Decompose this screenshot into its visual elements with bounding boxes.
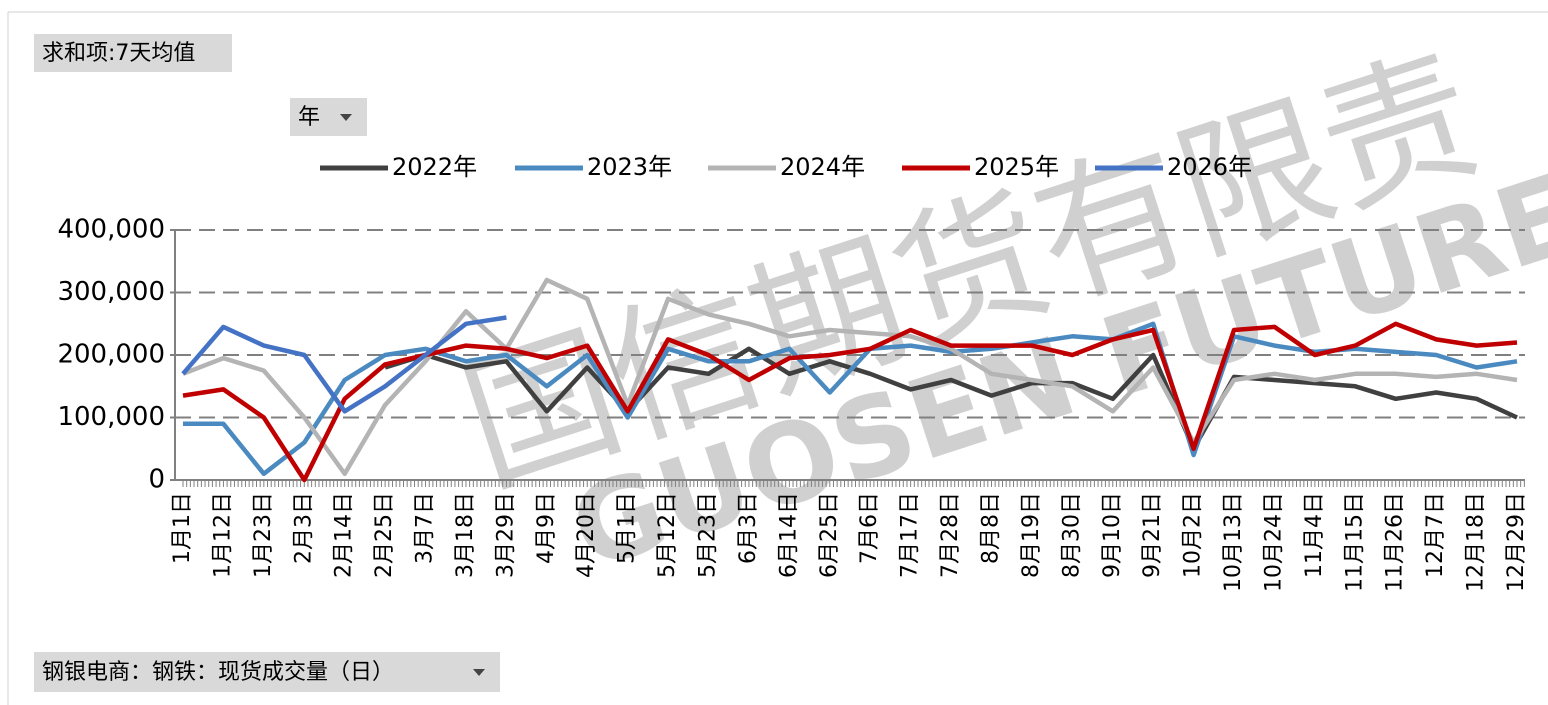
filter-button[interactable] [290,98,367,136]
x-tick-label: 4月20日 [574,492,599,578]
axis-field-button[interactable] [34,652,500,692]
series-line [183,321,1518,477]
x-tick-label: 5月23日 [696,492,721,578]
x-tick-label: 7月28日 [938,492,963,578]
filter-label: 年 [298,105,320,130]
x-tick-label: 5月12日 [655,492,680,578]
x-tick-label: 11月4日 [1302,492,1327,578]
y-tick-label: 200,000 [57,340,165,370]
axis-field-label: 钢银电商：钢铁：现货成交量（日） [42,660,394,685]
x-tick-label: 6月14日 [776,492,801,578]
series-line [182,321,1518,483]
x-tick-label: 9月21日 [1140,492,1165,578]
x-tick-label: 1月1日 [170,492,195,564]
x-tick-label: 5月1日 [615,492,640,564]
field-button[interactable] [34,34,232,72]
x-tick-label: 9月10日 [1100,492,1125,578]
y-tick-label: 300,000 [57,277,165,307]
x-tick-label: 11月26日 [1383,492,1408,592]
series-line [181,315,507,414]
legend-label: 2025年 [974,153,1059,181]
x-tick-label: 7月6日 [857,492,882,564]
x-tick-label: 2月3日 [291,492,316,564]
x-tick-label: 6月3日 [736,492,761,564]
x-tick-label: 1月23日 [251,492,276,578]
x-tick-label: 8月30日 [1059,492,1084,578]
x-tick-label: 11月15日 [1342,492,1367,592]
x-tick-label: 10月24日 [1261,492,1286,592]
x-tick-label: 7月17日 [898,492,923,578]
x-tick-label: 2月14日 [332,492,357,578]
y-tick-label: 0 [148,465,165,495]
x-tick-label: 8月8日 [978,492,1003,564]
legend-label: 2026年 [1167,153,1252,181]
field-label: 求和项:7天均值 [42,41,195,66]
x-tick-label: 3月7日 [413,492,438,564]
x-tick-label: 8月19日 [1019,492,1044,578]
legend-label: 2022年 [392,153,477,181]
legend-label: 2023年 [587,153,672,181]
x-tick-label: 12月7日 [1423,492,1448,578]
x-tick-label: 10月2日 [1181,492,1206,578]
dropdown-arrow [473,669,485,676]
x-tick-label: 6月25日 [817,492,842,578]
x-tick-label: 1月12日 [210,492,235,578]
legend-label: 2024年 [780,153,865,181]
x-tick-label: 4月9日 [534,492,559,564]
series-line [384,346,1518,452]
x-tick-label: 2月25日 [372,492,397,578]
x-tick-label: 10月13日 [1221,492,1246,592]
x-tick-label: 12月18日 [1464,492,1489,592]
y-tick-label: 400,000 [57,215,165,245]
x-tick-label: 12月29日 [1504,492,1529,592]
x-tick-label: 3月29日 [493,492,518,578]
dropdown-arrow [340,114,352,121]
y-tick-label: 100,000 [57,402,165,432]
series-line [182,277,1518,477]
x-tick-label: 3月18日 [453,492,478,578]
